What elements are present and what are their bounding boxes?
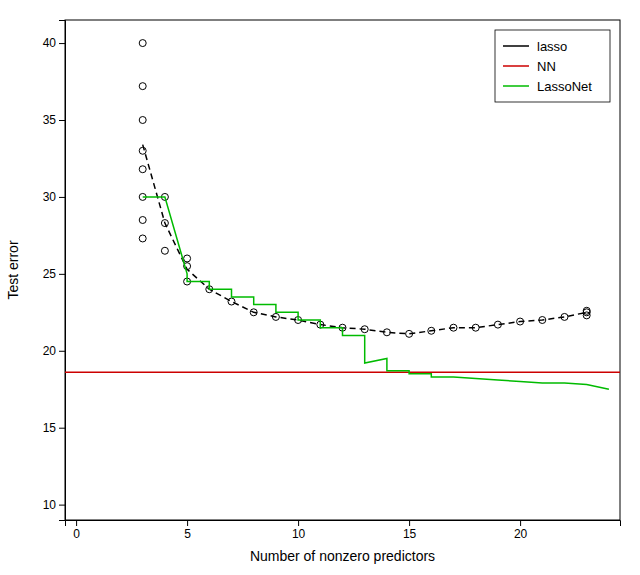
point — [583, 307, 590, 314]
x-tick-label: 5 — [184, 527, 191, 541]
legend-swatch — [503, 85, 529, 87]
y-tick-mark — [59, 43, 65, 44]
point — [139, 83, 146, 90]
point — [228, 298, 235, 305]
y-axis-title: Test error — [5, 240, 21, 299]
plot: 0 5 10 15 20 10 15 20 25 30 35 40 lasso NN LassoNet — [43, 20, 621, 541]
y-tick: 10 — [43, 498, 65, 512]
legend-label: NN — [537, 59, 556, 74]
y-tick-label: 40 — [43, 36, 57, 50]
y-tick-label: 25 — [43, 267, 57, 281]
y-tick-label: 35 — [43, 113, 57, 127]
x-tick-mark — [520, 520, 521, 526]
y-tick-mark — [59, 120, 65, 121]
x-tick-label: 10 — [292, 527, 306, 541]
x-tick-mark — [187, 520, 188, 526]
point — [139, 147, 146, 154]
y-tick-label: 10 — [43, 498, 57, 512]
x-tick-mark — [298, 520, 299, 526]
y-tick: 20 — [43, 344, 65, 358]
y-tick-mark — [59, 505, 65, 506]
y-tick-mark — [59, 428, 65, 429]
line — [143, 145, 587, 334]
y-tick-label: 15 — [43, 421, 57, 435]
y-tick: 35 — [43, 113, 65, 127]
legend-label: lasso — [537, 39, 567, 54]
marks — [65, 40, 620, 390]
x-tick-label: 15 — [403, 527, 417, 541]
x-axis-line — [66, 521, 621, 527]
legend-box — [495, 30, 610, 102]
y-tick-label: 20 — [43, 344, 57, 358]
point — [139, 40, 146, 47]
y-tick: 25 — [43, 267, 65, 281]
x-tick-mark — [409, 520, 410, 526]
y-tick-label: 30 — [43, 190, 57, 204]
point — [184, 255, 191, 262]
y-tick-mark — [59, 351, 65, 352]
line — [143, 197, 609, 389]
chart: 0 5 10 15 20 10 15 20 25 30 35 40 lasso NN LassoNet Num… — [0, 0, 640, 575]
y-tick-mark — [59, 197, 65, 198]
x-tick: 5 — [184, 520, 191, 541]
x-tick: 0 — [73, 520, 80, 541]
legend-swatch — [503, 65, 529, 67]
point — [139, 217, 146, 224]
x-axis-title: Number of nonzero predictors — [250, 548, 435, 564]
x-tick: 15 — [403, 520, 417, 541]
x-axis: 0 5 10 15 20 — [66, 520, 621, 541]
legend-label: LassoNet — [537, 79, 592, 94]
y-tick: 40 — [43, 36, 65, 50]
legend-swatch — [503, 45, 529, 47]
y-tick-mark — [59, 274, 65, 275]
y-tick: 15 — [43, 421, 65, 435]
point — [139, 117, 146, 124]
legend: lasso NN LassoNet — [495, 30, 610, 102]
x-tick-label: 20 — [514, 527, 528, 541]
point — [161, 247, 168, 254]
x-tick: 20 — [514, 520, 528, 541]
y-axis: 10 15 20 25 30 35 40 — [43, 21, 66, 521]
x-tick: 10 — [292, 520, 306, 541]
point — [139, 235, 146, 242]
plot-frame — [65, 20, 620, 520]
reference-line — [65, 372, 620, 374]
point — [139, 166, 146, 173]
x-tick-mark — [76, 520, 77, 526]
y-tick: 30 — [43, 190, 65, 204]
x-tick-label: 0 — [73, 527, 80, 541]
